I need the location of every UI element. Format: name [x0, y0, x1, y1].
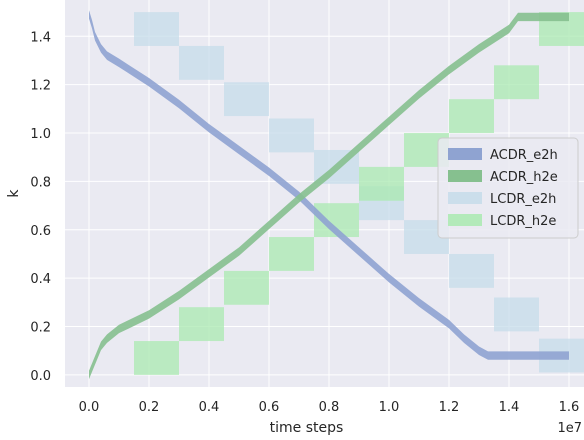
legend-label: LCDR_h2e — [490, 214, 556, 229]
LCDR_h2e-step — [449, 99, 494, 134]
y-tick-label: 1.2 — [30, 79, 51, 94]
x-tick-label: 0.8 — [319, 400, 340, 415]
legend-swatch — [448, 170, 482, 182]
y-tick-label: 0.8 — [30, 175, 51, 190]
x-tick-label: 0.2 — [139, 400, 160, 415]
y-tick-label: 1.4 — [30, 30, 51, 45]
x-axis-label: time steps — [270, 420, 344, 436]
y-axis-label: k — [6, 189, 22, 198]
x-axis-offset-label: 1e7 — [557, 421, 582, 436]
y-tick-label: 0.6 — [30, 224, 51, 239]
legend-swatch — [448, 148, 482, 160]
y-tick-label: 0.2 — [30, 321, 51, 336]
legend-label: ACDR_e2h — [490, 148, 558, 163]
LCDR_h2e-step — [179, 307, 224, 342]
y-tick-label: 0.4 — [30, 272, 51, 287]
legend-label: ACDR_h2e — [490, 170, 558, 185]
LCDR_e2h-step — [494, 297, 539, 332]
LCDR_e2h-step — [179, 45, 224, 80]
LCDR_e2h-step — [224, 82, 269, 117]
LCDR_h2e-step — [224, 270, 269, 305]
LCDR_e2h-step — [449, 253, 494, 288]
x-tick-label: 1.2 — [439, 400, 460, 415]
LCDR_h2e-step — [134, 341, 179, 375]
LCDR_h2e-step — [359, 166, 404, 201]
y-tick-label: 0.0 — [30, 369, 51, 384]
legend-swatch — [448, 192, 482, 204]
x-tick-label: 0.6 — [259, 400, 280, 415]
x-tick-label: 0.0 — [79, 400, 100, 415]
legend-label: LCDR_e2h — [490, 192, 556, 207]
LCDR_h2e-step — [494, 65, 539, 100]
step-series-layer — [134, 12, 584, 375]
x-tick-label: 1.0 — [379, 400, 400, 415]
y-axis-ticks: 0.0 0.2 0.4 0.6 0.8 1.0 1.2 1.4 — [30, 30, 51, 384]
legend-swatch — [448, 214, 482, 226]
legend-frame — [437, 137, 579, 239]
x-tick-label: 0.4 — [199, 400, 220, 415]
y-tick-label: 1.0 — [30, 127, 51, 142]
LCDR_e2h-step — [134, 12, 179, 46]
LCDR_e2h-step — [269, 118, 314, 153]
LCDR_h2e-step — [269, 237, 314, 271]
x-axis-ticks: 0.0 0.2 0.4 0.6 0.8 1.0 1.2 1.4 1.6 — [79, 400, 580, 415]
x-tick-label: 1.6 — [559, 400, 580, 415]
x-tick-label: 1.4 — [499, 400, 520, 415]
legend: ACDR_e2h ACDR_h2e LCDR_e2h LCDR_h2e — [437, 137, 579, 239]
